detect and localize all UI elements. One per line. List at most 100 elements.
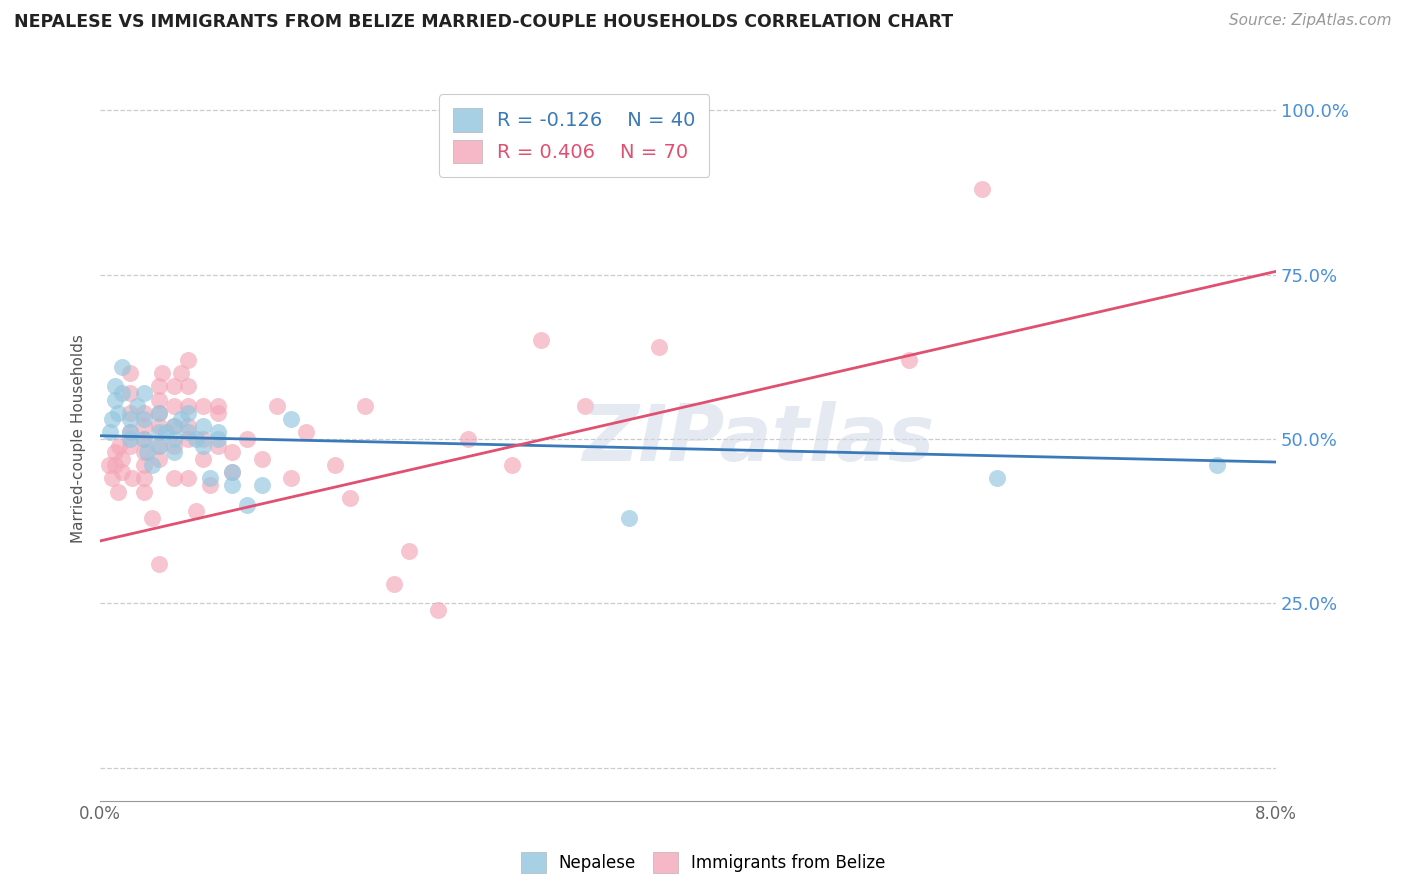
Point [382, 576, 405, 591]
Point [353, 399, 375, 413]
Point [250, 451, 273, 466]
Point [134, 484, 156, 499]
Point [148, 451, 170, 466]
Point [104, 392, 127, 407]
Point [184, 432, 207, 446]
Point [200, 478, 222, 492]
Point [501, 458, 523, 473]
Point [162, 432, 184, 446]
Point [118, 366, 141, 380]
Point [148, 406, 170, 420]
Point [1206, 458, 1229, 473]
Point [162, 418, 184, 433]
Point [148, 418, 170, 433]
Legend: R = -0.126    N = 40, R = 0.406    N = 70: R = -0.126 N = 40, R = 0.406 N = 70 [439, 95, 710, 177]
Point [221, 465, 243, 479]
Point [148, 406, 170, 420]
Point [191, 418, 214, 433]
Point [191, 399, 214, 413]
Point [170, 366, 193, 380]
Point [177, 471, 200, 485]
Point [134, 432, 156, 446]
Point [111, 386, 134, 401]
Point [134, 471, 156, 485]
Point [162, 439, 184, 453]
Point [118, 432, 141, 446]
Point [148, 379, 170, 393]
Point [221, 478, 243, 492]
Point [162, 445, 184, 459]
Point [221, 445, 243, 459]
Point [170, 412, 193, 426]
Point [118, 439, 141, 453]
Point [101, 412, 124, 426]
Point [191, 439, 214, 453]
Point [280, 412, 302, 426]
Point [118, 406, 141, 420]
Point [118, 386, 141, 401]
Point [134, 445, 156, 459]
Point [427, 603, 450, 617]
Point [150, 366, 173, 380]
Point [574, 399, 596, 413]
Point [141, 458, 163, 473]
Point [148, 392, 170, 407]
Point [221, 465, 243, 479]
Point [970, 182, 993, 196]
Point [134, 458, 156, 473]
Point [280, 471, 302, 485]
Point [619, 511, 641, 525]
Point [134, 412, 156, 426]
Point [134, 386, 156, 401]
Point [457, 432, 479, 446]
Point [162, 379, 184, 393]
Point [184, 504, 207, 518]
Point [121, 471, 143, 485]
Point [191, 432, 214, 446]
Point [134, 406, 156, 420]
Point [339, 491, 361, 506]
Point [647, 340, 669, 354]
Point [162, 399, 184, 413]
Point [191, 451, 214, 466]
Text: Source: ZipAtlas.com: Source: ZipAtlas.com [1229, 13, 1392, 29]
Point [148, 425, 170, 440]
Point [177, 399, 200, 413]
Point [111, 359, 134, 374]
Y-axis label: Married-couple Households: Married-couple Households [72, 334, 86, 543]
Point [177, 425, 200, 440]
Legend: Nepalese, Immigrants from Belize: Nepalese, Immigrants from Belize [513, 846, 893, 880]
Point [530, 334, 553, 348]
Point [177, 353, 200, 368]
Point [177, 406, 200, 420]
Point [134, 432, 156, 446]
Point [207, 432, 229, 446]
Point [118, 425, 141, 440]
Point [236, 432, 259, 446]
Point [200, 471, 222, 485]
Point [266, 399, 288, 413]
Point [207, 406, 229, 420]
Point [104, 458, 127, 473]
Point [104, 379, 127, 393]
Point [148, 557, 170, 571]
Point [177, 432, 200, 446]
Point [295, 425, 318, 440]
Point [104, 445, 127, 459]
Point [398, 543, 420, 558]
Point [162, 418, 184, 433]
Point [111, 451, 134, 466]
Point [207, 439, 229, 453]
Point [101, 471, 124, 485]
Point [141, 511, 163, 525]
Point [177, 418, 200, 433]
Point [236, 498, 259, 512]
Point [100, 425, 122, 440]
Point [323, 458, 346, 473]
Point [118, 425, 141, 440]
Point [986, 471, 1008, 485]
Point [136, 445, 159, 459]
Point [148, 439, 170, 453]
Point [148, 439, 170, 453]
Point [207, 399, 229, 413]
